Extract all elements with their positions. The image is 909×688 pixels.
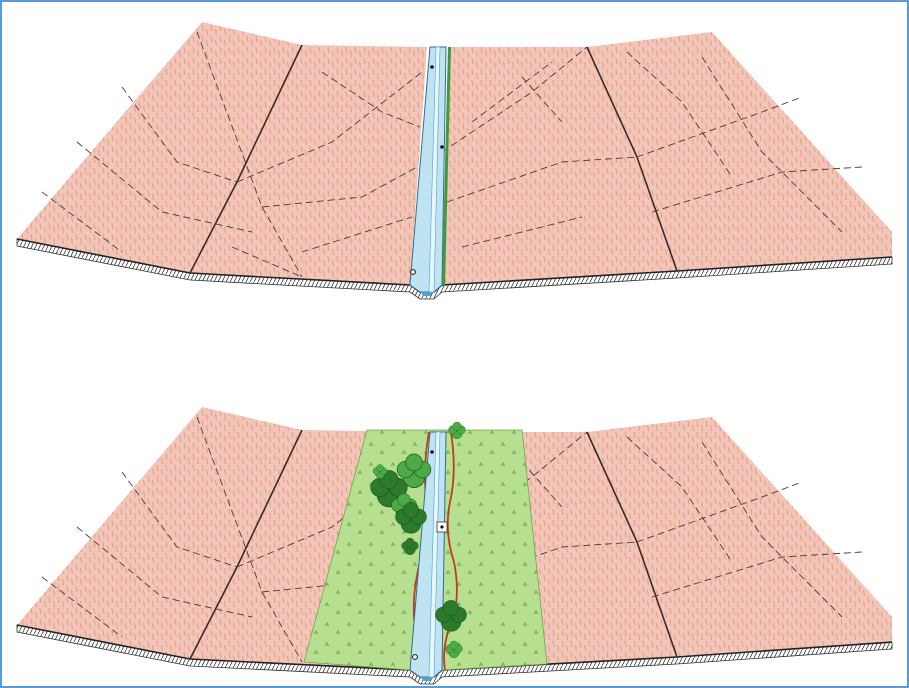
panel-before [16, 22, 893, 300]
panel-after [16, 407, 893, 685]
buffer-edge-right [443, 431, 458, 671]
green-bank-top [442, 47, 451, 285]
